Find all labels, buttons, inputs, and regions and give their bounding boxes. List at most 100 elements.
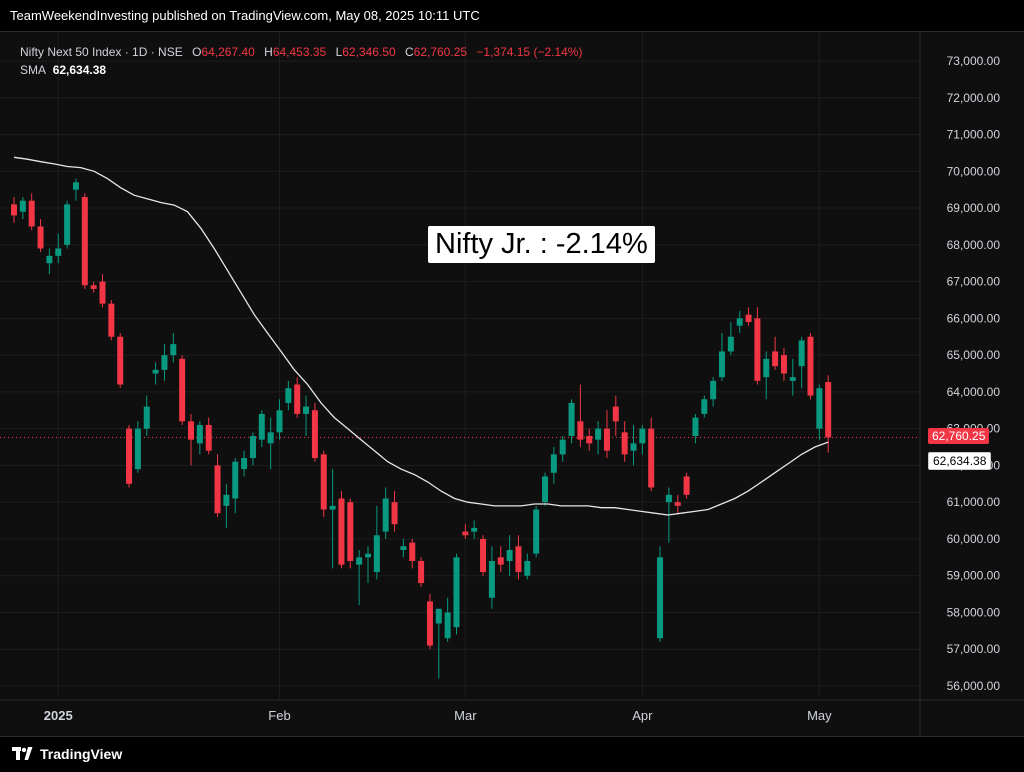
candle-body [409, 542, 416, 561]
candle-body [294, 384, 301, 414]
candle-body [134, 428, 141, 470]
candlestick-chart[interactable]: 56,000.00 57,000.00 58,000.00 59,000.00 60,0… [0, 33, 1024, 736]
y-tick-label: 61,000.00 [947, 495, 1001, 509]
x-tick-label: Mar [454, 708, 477, 723]
candle-body [524, 561, 531, 576]
candle-body [205, 424, 212, 451]
candle-body [710, 380, 717, 400]
candle-body [37, 226, 44, 249]
y-tick-label: 59,000.00 [947, 569, 1001, 583]
candle-body [347, 502, 354, 561]
low-value: 62,346.50 [342, 45, 396, 59]
candle-body [683, 476, 690, 495]
candle-body [435, 608, 442, 624]
candle-body [665, 494, 672, 503]
candle-body [639, 428, 646, 444]
y-tick-label: 72,000.00 [947, 91, 1001, 105]
candle-body [356, 557, 363, 565]
candle-body [657, 557, 664, 639]
x-tick-label: Feb [268, 708, 290, 723]
tradingview-logo[interactable]: TradingView [12, 746, 122, 762]
candle-body [692, 417, 699, 436]
close-value: 62,760.25 [413, 45, 468, 59]
y-tick-label: 58,000.00 [947, 605, 1001, 619]
candle-body [453, 557, 460, 628]
candle-body [736, 318, 743, 326]
y-tick-label: 71,000.00 [947, 128, 1001, 142]
candle-body [72, 182, 79, 190]
candle-body [117, 336, 124, 385]
y-tick-label: 60,000.00 [947, 532, 1001, 546]
candle-body [418, 561, 425, 584]
candle-body [444, 612, 451, 639]
sma-label: SMA [20, 63, 46, 77]
candle-body [365, 553, 371, 558]
sma-row: SMA 62,634.38 [20, 61, 582, 79]
chart-area[interactable]: 56,000.00 57,000.00 58,000.00 59,000.00 60,0… [0, 33, 1024, 736]
candle-body [391, 502, 398, 525]
candle-body [19, 200, 26, 212]
tradingview-brand: TradingView [40, 746, 123, 762]
candle-body [161, 355, 168, 370]
candle-body [329, 505, 336, 510]
candle-body [595, 428, 602, 440]
candle-body [126, 428, 133, 484]
sma-value: 62,634.38 [52, 63, 107, 77]
candle-body [506, 549, 513, 561]
annotation-box: Nifty Jr. : -2.14% [428, 226, 655, 263]
y-tick-label: 57,000.00 [947, 642, 1001, 656]
candle-body [674, 502, 681, 506]
candle-body [64, 204, 71, 245]
candle-body [719, 351, 725, 378]
symbol-label: Nifty Next 50 Index · 1D · NSE [20, 45, 183, 59]
footer: TradingView [0, 736, 1024, 772]
candle-body [426, 601, 433, 646]
candle-body [311, 410, 318, 459]
candle-body [533, 509, 540, 554]
open-label: O [192, 45, 202, 59]
candle-body [559, 439, 566, 455]
candle-body [480, 538, 487, 573]
candle-body [621, 432, 628, 455]
candle-body [143, 406, 150, 429]
candle-body [400, 546, 407, 550]
y-tick-label: 70,000.00 [947, 164, 1001, 178]
candle-body [550, 454, 557, 473]
candle-body [285, 388, 292, 403]
candle-body [152, 369, 159, 374]
candle-body [232, 461, 239, 499]
candle-body [825, 382, 832, 438]
candle-body [807, 336, 814, 396]
candle-body [373, 535, 380, 573]
candle-body [55, 248, 62, 256]
publish-header: TeamWeekendInvesting published on Tradin… [0, 0, 1024, 32]
candle-body [488, 561, 495, 598]
candle-body [772, 351, 779, 367]
x-tick-label: May [807, 708, 832, 723]
y-tick-label: 64,000.00 [947, 385, 1001, 399]
candle-body [754, 318, 761, 381]
y-tick-label: 69,000.00 [947, 201, 1001, 215]
candle-body [568, 402, 575, 436]
candle-body [648, 428, 655, 488]
candle-body [763, 358, 770, 378]
y-tick-label: 68,000.00 [947, 238, 1001, 252]
ohlc-row: Nifty Next 50 Index · 1D · NSE O64,267.4… [20, 43, 582, 61]
y-tick-label: 67,000.00 [947, 275, 1001, 289]
candle-body [188, 421, 194, 440]
candle-body [99, 281, 106, 304]
candle-body [223, 494, 230, 506]
tradingview-logo-icon [12, 747, 33, 760]
candle-body [630, 443, 637, 451]
candle-body [338, 498, 345, 565]
publish-line: TeamWeekendInvesting published on Tradin… [10, 8, 480, 23]
candle-body [542, 476, 548, 503]
candle-body [303, 406, 310, 414]
close-label: C [404, 45, 414, 59]
y-tick-label: 65,000.00 [947, 348, 1001, 362]
candle-body [727, 336, 734, 352]
candle-body [90, 285, 97, 289]
candle-body [497, 557, 504, 565]
x-tick-label: 2025 [44, 708, 73, 723]
candle-body [462, 531, 469, 536]
